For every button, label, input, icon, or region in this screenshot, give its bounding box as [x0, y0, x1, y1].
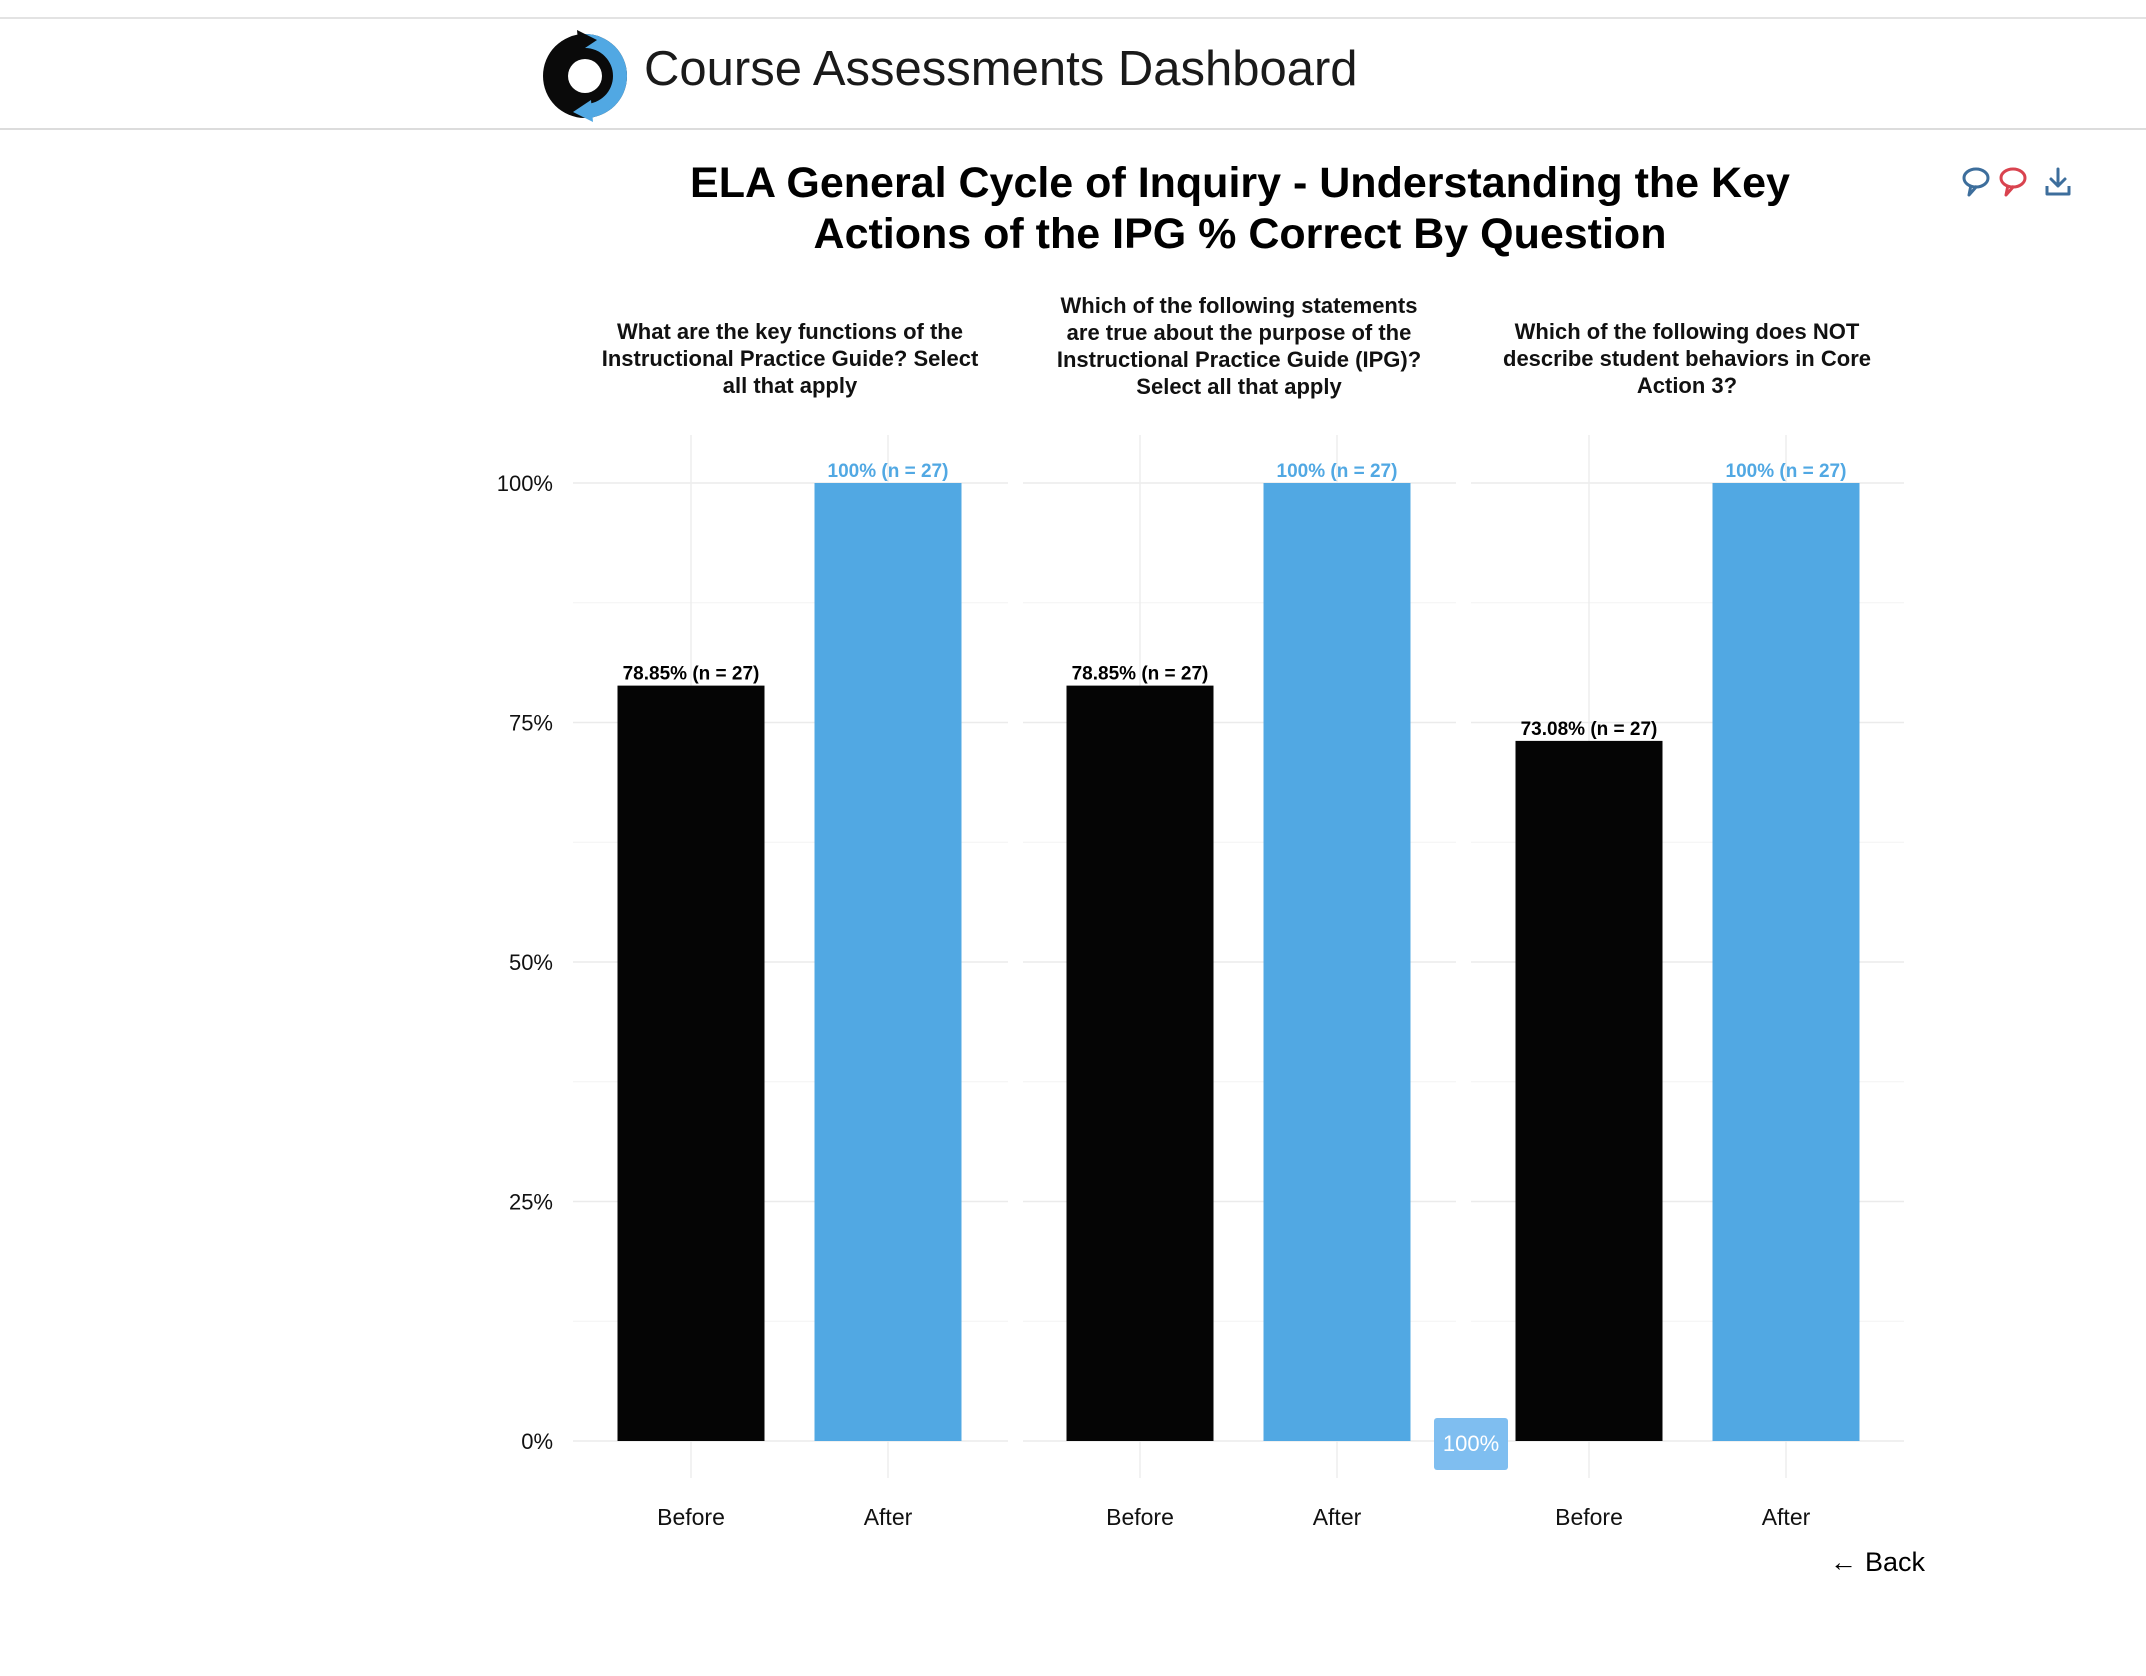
bar-before-2 [1066, 685, 1214, 1441]
bar-after-3 [1712, 483, 1860, 1441]
data-label: 100% (n = 27) [1726, 461, 1847, 482]
y-tick-label: 0% [521, 1429, 553, 1454]
chart-title: ELA General Cycle of Inquiry - Understan… [690, 159, 1790, 258]
circular-arrows-logo[interactable] [539, 30, 631, 122]
back-arrow-icon: ← [1830, 1547, 1857, 1577]
back-button[interactable]: ← Back [1830, 1545, 1925, 1579]
y-tick-label: 75% [509, 711, 553, 736]
bar-after-2 [1263, 483, 1411, 1441]
y-tick-label: 25% [509, 1190, 553, 1215]
data-label: 73.08% (n = 27) [1521, 719, 1658, 740]
value-tooltip-badge: 100% [1434, 1418, 1508, 1470]
x-tick-label: After [1762, 1504, 1811, 1530]
x-tick-label: Before [1555, 1504, 1623, 1530]
bar-after-1 [814, 483, 962, 1441]
comment-icon-red[interactable] [1995, 164, 2031, 200]
facet-title-2: Which of the following statements are tr… [1056, 293, 1422, 399]
y-tick-label: 100% [497, 471, 553, 496]
facet-title-1: What are the key functions of the Instru… [601, 319, 979, 398]
y-tick-label: 50% [509, 950, 553, 975]
x-tick-label: After [864, 1504, 913, 1530]
comment-icon[interactable] [1958, 164, 1994, 200]
facet-title-3: Which of the following does NOT describe… [1503, 319, 1871, 398]
x-tick-label: Before [1106, 1504, 1174, 1530]
bar-before-3 [1515, 740, 1663, 1441]
data-label: 78.85% (n = 27) [1072, 664, 1209, 685]
app-title: Course Assessments Dashboard [644, 42, 1358, 96]
data-label: 100% (n = 27) [828, 461, 949, 482]
data-label: 100% (n = 27) [1277, 461, 1398, 482]
bar-before-1 [617, 685, 765, 1441]
x-tick-label: Before [657, 1504, 725, 1530]
app-header: Course Assessments Dashboard [0, 19, 2146, 130]
x-tick-label: After [1313, 1504, 1362, 1530]
data-label: 78.85% (n = 27) [623, 664, 760, 685]
download-icon[interactable] [2040, 164, 2076, 200]
top-divider [0, 17, 2146, 19]
back-label: Back [1865, 1547, 1926, 1577]
